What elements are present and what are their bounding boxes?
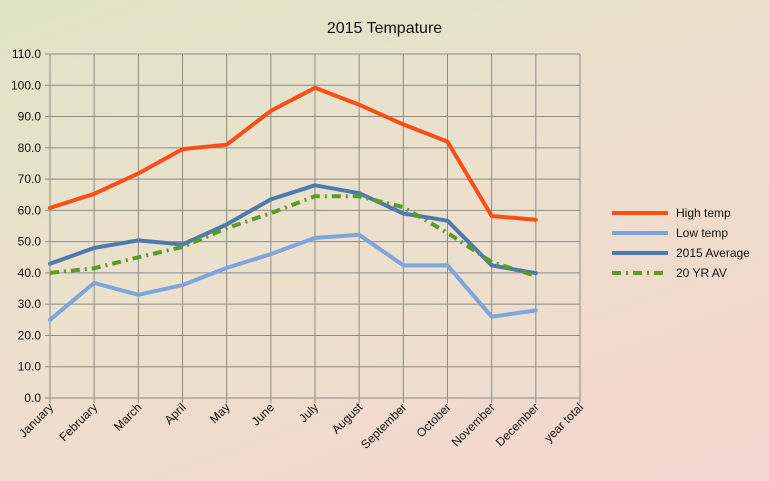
- y-tick-label: 110.0: [12, 47, 41, 61]
- x-tick-label: January: [16, 400, 56, 440]
- x-tick-label: November: [449, 400, 498, 449]
- x-tick-label: October: [414, 400, 454, 440]
- chart-title: 2015 Tempature: [326, 20, 443, 37]
- legend-label: 20 YR AV: [676, 266, 727, 280]
- y-tick-label: 70.0: [18, 172, 42, 186]
- y-tick-label: 30.0: [18, 297, 42, 311]
- x-tick-label: February: [56, 400, 100, 444]
- series-line-low-temp: [48, 232, 538, 322]
- series-line-high-temp: [48, 85, 538, 222]
- x-tick-label: April: [162, 400, 189, 427]
- legend-item-20-yr-av: 20 YR AV: [612, 263, 750, 283]
- y-tick-label: 80.0: [18, 141, 42, 155]
- legend-swatch: [612, 211, 668, 215]
- y-tick-label: 10.0: [18, 360, 42, 374]
- legend-item-high-temp: High temp: [612, 203, 750, 223]
- x-tick-label: December: [493, 400, 542, 449]
- series-line-20-yr-av: [49, 194, 537, 278]
- y-tick-label: 100.0: [11, 78, 41, 92]
- x-tick-label: year total: [541, 400, 586, 445]
- legend-swatch: [612, 231, 668, 235]
- x-tick-label: May: [207, 400, 233, 426]
- x-tick-label: March: [111, 400, 144, 433]
- y-tick-label: 40.0: [18, 266, 42, 280]
- y-tick-label: 90.0: [18, 110, 42, 124]
- legend-swatch: [612, 251, 668, 255]
- series-line-2015-average: [48, 183, 538, 276]
- x-tick-label: June: [249, 400, 278, 429]
- legend-swatch: [612, 271, 668, 275]
- x-tick-label: September: [358, 400, 409, 451]
- legend-item-2015-average: 2015 Average: [612, 243, 750, 263]
- y-tick-label: 0.0: [24, 391, 41, 405]
- legend-item-low-temp: Low temp: [612, 223, 750, 243]
- legend-label: 2015 Average: [676, 246, 750, 260]
- y-tick-label: 60.0: [18, 203, 42, 217]
- y-tick-label: 20.0: [18, 328, 42, 342]
- chart-legend: High temp Low temp 2015 Average 20 YR AV: [612, 203, 750, 283]
- y-tick-label: 50.0: [18, 235, 42, 249]
- x-tick-label: August: [329, 400, 366, 437]
- legend-label: High temp: [676, 206, 731, 220]
- legend-label: Low temp: [676, 226, 729, 240]
- x-tick-label: July: [296, 400, 321, 425]
